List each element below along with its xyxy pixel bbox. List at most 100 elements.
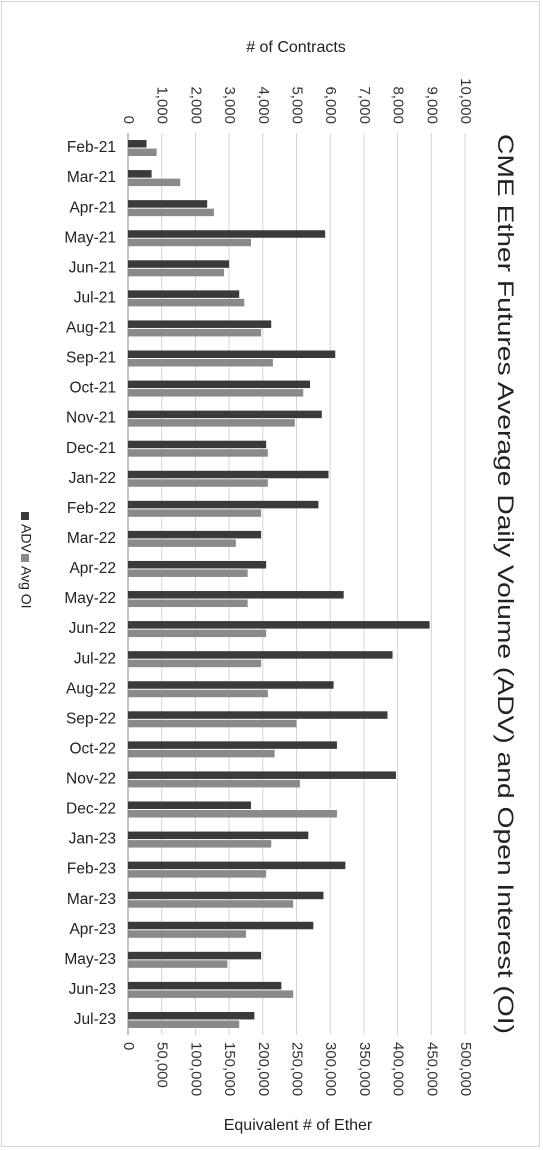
category-label: Apr-21 — [69, 199, 116, 216]
category-label: Jul-22 — [74, 650, 116, 667]
bottom-tick-label: 350,000 — [356, 1042, 373, 1096]
top-tick-label: 4,000 — [255, 86, 272, 124]
bar-avg-oi — [128, 689, 268, 698]
bar-avg-oi — [128, 479, 268, 487]
category-label: Jan-23 — [69, 831, 116, 848]
bar-avg-oi — [128, 419, 295, 427]
top-tick-label: 9,000 — [423, 86, 440, 124]
bottom-tick-label: 500,000 — [457, 1042, 474, 1096]
category-label: Jul-23 — [74, 1011, 116, 1028]
legend-label: Avg OI — [18, 566, 34, 609]
top-tick-label: 1,000 — [154, 86, 171, 124]
category-label: Sep-21 — [66, 350, 116, 367]
bar-adv — [128, 170, 152, 178]
bar-avg-oi — [128, 990, 294, 998]
bar-adv — [128, 380, 310, 389]
legend-label: ADV — [18, 524, 34, 553]
category-label: Oct-22 — [69, 740, 116, 757]
category-label: May-23 — [64, 951, 116, 968]
bar-adv — [128, 320, 272, 328]
bottom-tick-label: 0 — [120, 1042, 137, 1050]
bar-adv — [128, 621, 430, 629]
bar-adv — [128, 140, 147, 148]
bar-adv — [128, 470, 329, 479]
top-tick-label: 3,000 — [221, 86, 238, 124]
bar-avg-oi — [128, 719, 297, 728]
top-axis-ticks: 0 1,000 2,000 3,000 4,000 5,000 6,000 7,000 8,00… — [120, 78, 474, 124]
bar-avg-oi — [128, 749, 275, 758]
bars — [128, 140, 430, 1028]
bar-adv — [128, 350, 336, 358]
bar-adv — [128, 440, 267, 449]
bar-avg-oi — [128, 359, 273, 367]
bar-avg-oi — [128, 298, 245, 307]
legend-item-adv: ADV — [18, 512, 34, 553]
top-tick-label: 7,000 — [356, 86, 373, 124]
bar-adv — [128, 861, 346, 870]
bottom-axis-title: Equivalent # of Ether — [224, 1117, 373, 1134]
bar-adv — [128, 560, 267, 569]
bar-adv — [128, 410, 322, 419]
bar-avg-oi — [128, 1020, 240, 1028]
bar-avg-oi — [128, 659, 262, 668]
bottom-axis-ticks: 0 50,000 100,000 150,000 200,000 250,000 300,0… — [120, 1042, 474, 1096]
bar-avg-oi — [128, 840, 272, 848]
bottom-tick-label: 50,000 — [154, 1042, 171, 1088]
category-label: Nov-21 — [66, 410, 116, 427]
top-tick-label: 10,000 — [457, 78, 474, 124]
bottom-tick-label: 300,000 — [322, 1042, 339, 1096]
legend: ADV Avg OI — [18, 512, 34, 609]
bottom-tick-label: 200,000 — [255, 1042, 272, 1096]
top-axis-title: # of Contracts — [246, 39, 346, 56]
category-label: Jul-21 — [74, 289, 116, 306]
bar-adv — [128, 891, 324, 900]
bar-adv — [128, 681, 334, 689]
bar-adv — [128, 1011, 255, 1020]
legend-item-avg-oi: Avg OI — [18, 554, 34, 609]
category-label: May-22 — [64, 590, 116, 607]
bar-avg-oi — [128, 599, 248, 608]
legend-swatch — [21, 512, 29, 520]
bar-avg-oi — [128, 148, 157, 157]
category-label: Aug-22 — [66, 680, 116, 697]
category-label: Dec-22 — [66, 801, 116, 818]
category-label: Sep-22 — [66, 710, 116, 727]
bar-avg-oi — [128, 569, 248, 577]
top-tick-label: 0 — [120, 116, 137, 124]
category-label: Aug-21 — [66, 320, 116, 337]
bar-avg-oi — [128, 779, 300, 788]
bottom-tick-label: 400,000 — [390, 1042, 407, 1096]
category-label: Dec-21 — [66, 440, 116, 457]
category-label: May-21 — [64, 229, 116, 246]
bottom-tick-label: 250,000 — [289, 1042, 306, 1096]
bottom-tick-label: 450,000 — [423, 1042, 440, 1096]
bar-adv — [128, 981, 282, 990]
bar-adv — [128, 200, 208, 208]
bar-avg-oi — [128, 268, 225, 277]
bar-adv — [128, 651, 393, 659]
bottom-tick-label: 100,000 — [187, 1042, 204, 1096]
bar-adv — [128, 801, 252, 809]
top-tick-label: 5,000 — [289, 86, 306, 124]
bar-avg-oi — [128, 509, 262, 517]
category-label: Oct-21 — [69, 380, 116, 397]
bar-avg-oi — [128, 449, 268, 457]
bar-avg-oi — [128, 870, 267, 878]
bar-adv — [128, 530, 262, 539]
bar-adv — [128, 260, 230, 268]
bar-avg-oi — [128, 539, 236, 547]
legend-swatch — [21, 554, 29, 562]
bar-adv — [128, 500, 319, 509]
top-tick-label: 8,000 — [390, 86, 407, 124]
bar-avg-oi — [128, 810, 337, 818]
category-labels: Feb-21 Mar-21 Apr-21 May-21 Jun-21 Jul-21 Aug-… — [64, 139, 116, 1028]
category-label: Mar-23 — [67, 891, 116, 908]
bar-avg-oi — [128, 960, 228, 968]
grid-lines — [127, 133, 466, 1035]
category-label: Nov-22 — [66, 771, 116, 788]
bar-avg-oi — [128, 389, 304, 397]
category-label: Mar-22 — [67, 530, 116, 547]
bar-adv — [128, 741, 337, 749]
